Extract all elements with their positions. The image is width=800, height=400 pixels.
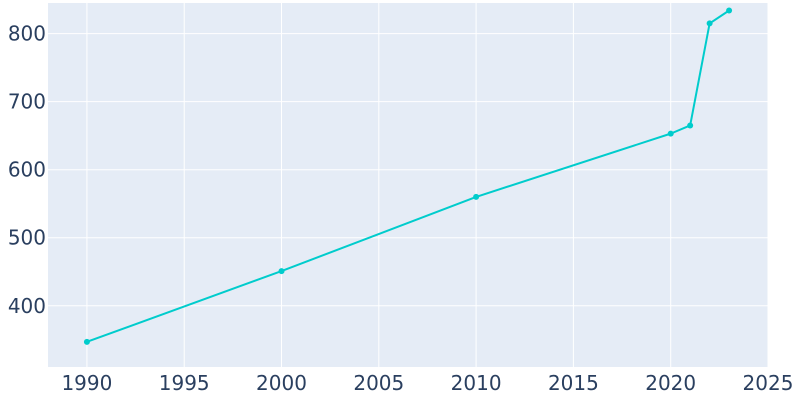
x-tick-label: 1990 bbox=[61, 371, 112, 395]
y-tick-label: 600 bbox=[8, 158, 46, 182]
x-tick-label: 2000 bbox=[256, 371, 307, 395]
gridlines bbox=[48, 3, 769, 367]
x-axis: 1990 1995 2000 2005 2010 2015 2020 2025 bbox=[61, 371, 793, 395]
data-point[interactable] bbox=[687, 122, 694, 129]
data-point[interactable] bbox=[726, 7, 733, 14]
plot-area bbox=[48, 3, 768, 367]
data-point[interactable] bbox=[278, 268, 285, 275]
y-tick-label: 500 bbox=[8, 226, 46, 250]
x-tick-label: 1995 bbox=[159, 371, 210, 395]
data-point[interactable] bbox=[667, 130, 674, 137]
x-tick-label: 2005 bbox=[353, 371, 404, 395]
data-point[interactable] bbox=[83, 338, 90, 345]
x-tick-label: 2010 bbox=[451, 371, 502, 395]
x-tick-label: 2025 bbox=[743, 371, 794, 395]
data-point[interactable] bbox=[706, 20, 713, 27]
y-tick-label: 400 bbox=[8, 294, 46, 318]
x-tick-label: 2020 bbox=[645, 371, 696, 395]
data-point[interactable] bbox=[473, 193, 480, 200]
series-layer bbox=[83, 7, 733, 345]
y-tick-label: 700 bbox=[8, 90, 46, 114]
y-tick-label: 800 bbox=[8, 22, 46, 46]
x-tick-label: 2015 bbox=[548, 371, 599, 395]
y-axis: 400 500 600 700 800 bbox=[8, 22, 46, 318]
